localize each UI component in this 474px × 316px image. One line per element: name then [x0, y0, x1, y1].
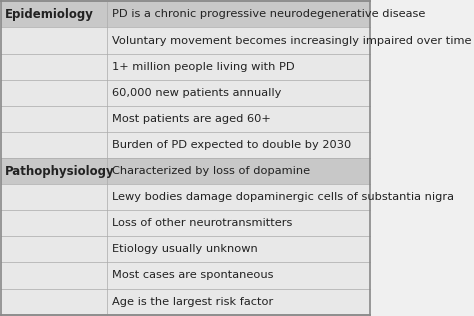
- Bar: [1, 1, 370, 27]
- Text: Age is the largest risk factor: Age is the largest risk factor: [112, 296, 273, 307]
- Bar: [1, 106, 370, 132]
- Bar: [1, 158, 370, 184]
- Bar: [1, 54, 370, 80]
- Bar: [1, 210, 370, 236]
- Text: Most cases are spontaneous: Most cases are spontaneous: [112, 270, 273, 281]
- Text: 1+ million people living with PD: 1+ million people living with PD: [112, 62, 295, 72]
- Text: Etiology usually unknown: Etiology usually unknown: [112, 244, 258, 254]
- Bar: [1, 80, 370, 106]
- Text: Loss of other neurotransmitters: Loss of other neurotransmitters: [112, 218, 292, 228]
- Text: PD is a chronic progressive neurodegenerative disease: PD is a chronic progressive neurodegener…: [112, 9, 426, 20]
- Text: Pathophysiology: Pathophysiology: [5, 165, 115, 178]
- Text: Most patients are aged 60+: Most patients are aged 60+: [112, 114, 271, 124]
- Bar: [1, 262, 370, 289]
- Bar: [1, 132, 370, 158]
- Bar: [1, 184, 370, 210]
- Text: Epidemiology: Epidemiology: [5, 8, 94, 21]
- Bar: [1, 289, 370, 315]
- Text: Voluntary movement becomes increasingly impaired over time: Voluntary movement becomes increasingly …: [112, 35, 472, 46]
- Text: 60,000 new patients annually: 60,000 new patients annually: [112, 88, 282, 98]
- Bar: [1, 236, 370, 262]
- Text: Burden of PD expected to double by 2030: Burden of PD expected to double by 2030: [112, 140, 351, 150]
- Text: Lewy bodies damage dopaminergic cells of substantia nigra: Lewy bodies damage dopaminergic cells of…: [112, 192, 454, 202]
- Bar: [1, 27, 370, 54]
- Text: Characterized by loss of dopamine: Characterized by loss of dopamine: [112, 166, 310, 176]
